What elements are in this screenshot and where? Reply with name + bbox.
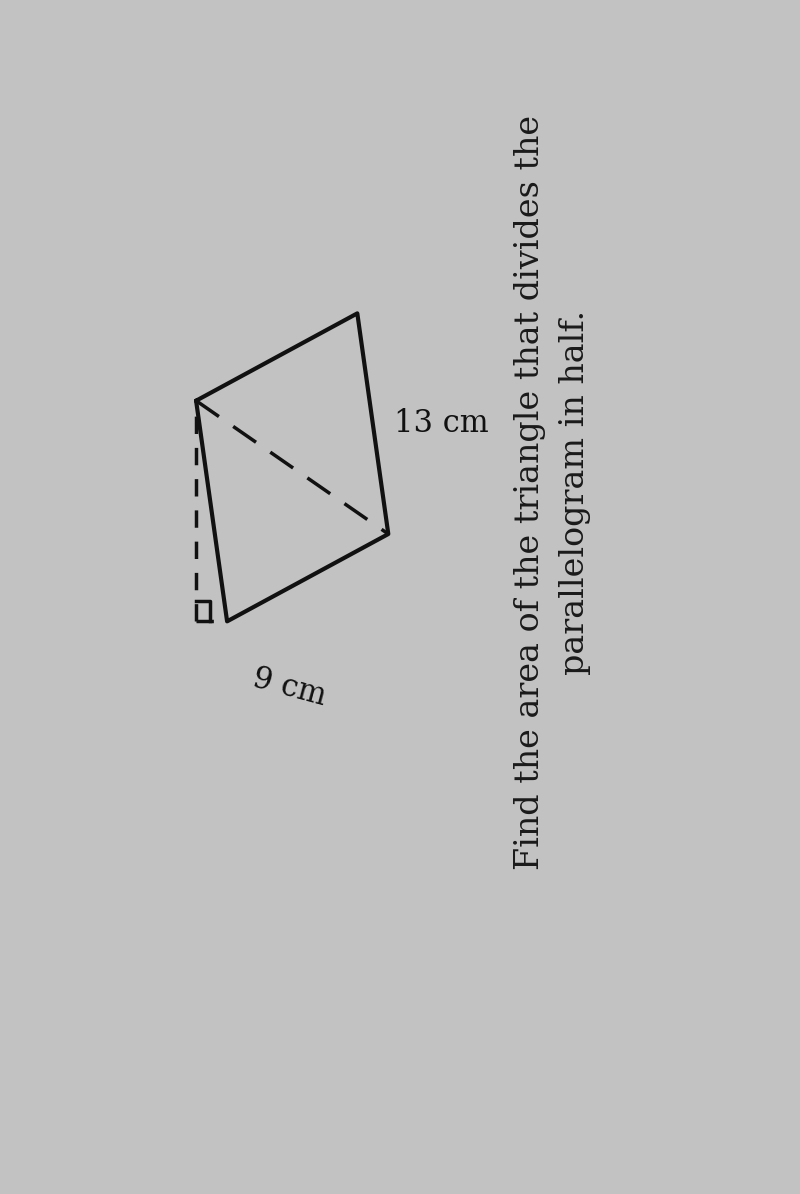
- Text: Find the area of the triangle that divides the
parallelogram in half.: Find the area of the triangle that divid…: [514, 115, 591, 870]
- Text: 9 cm: 9 cm: [249, 663, 330, 712]
- Text: 13 cm: 13 cm: [394, 408, 490, 439]
